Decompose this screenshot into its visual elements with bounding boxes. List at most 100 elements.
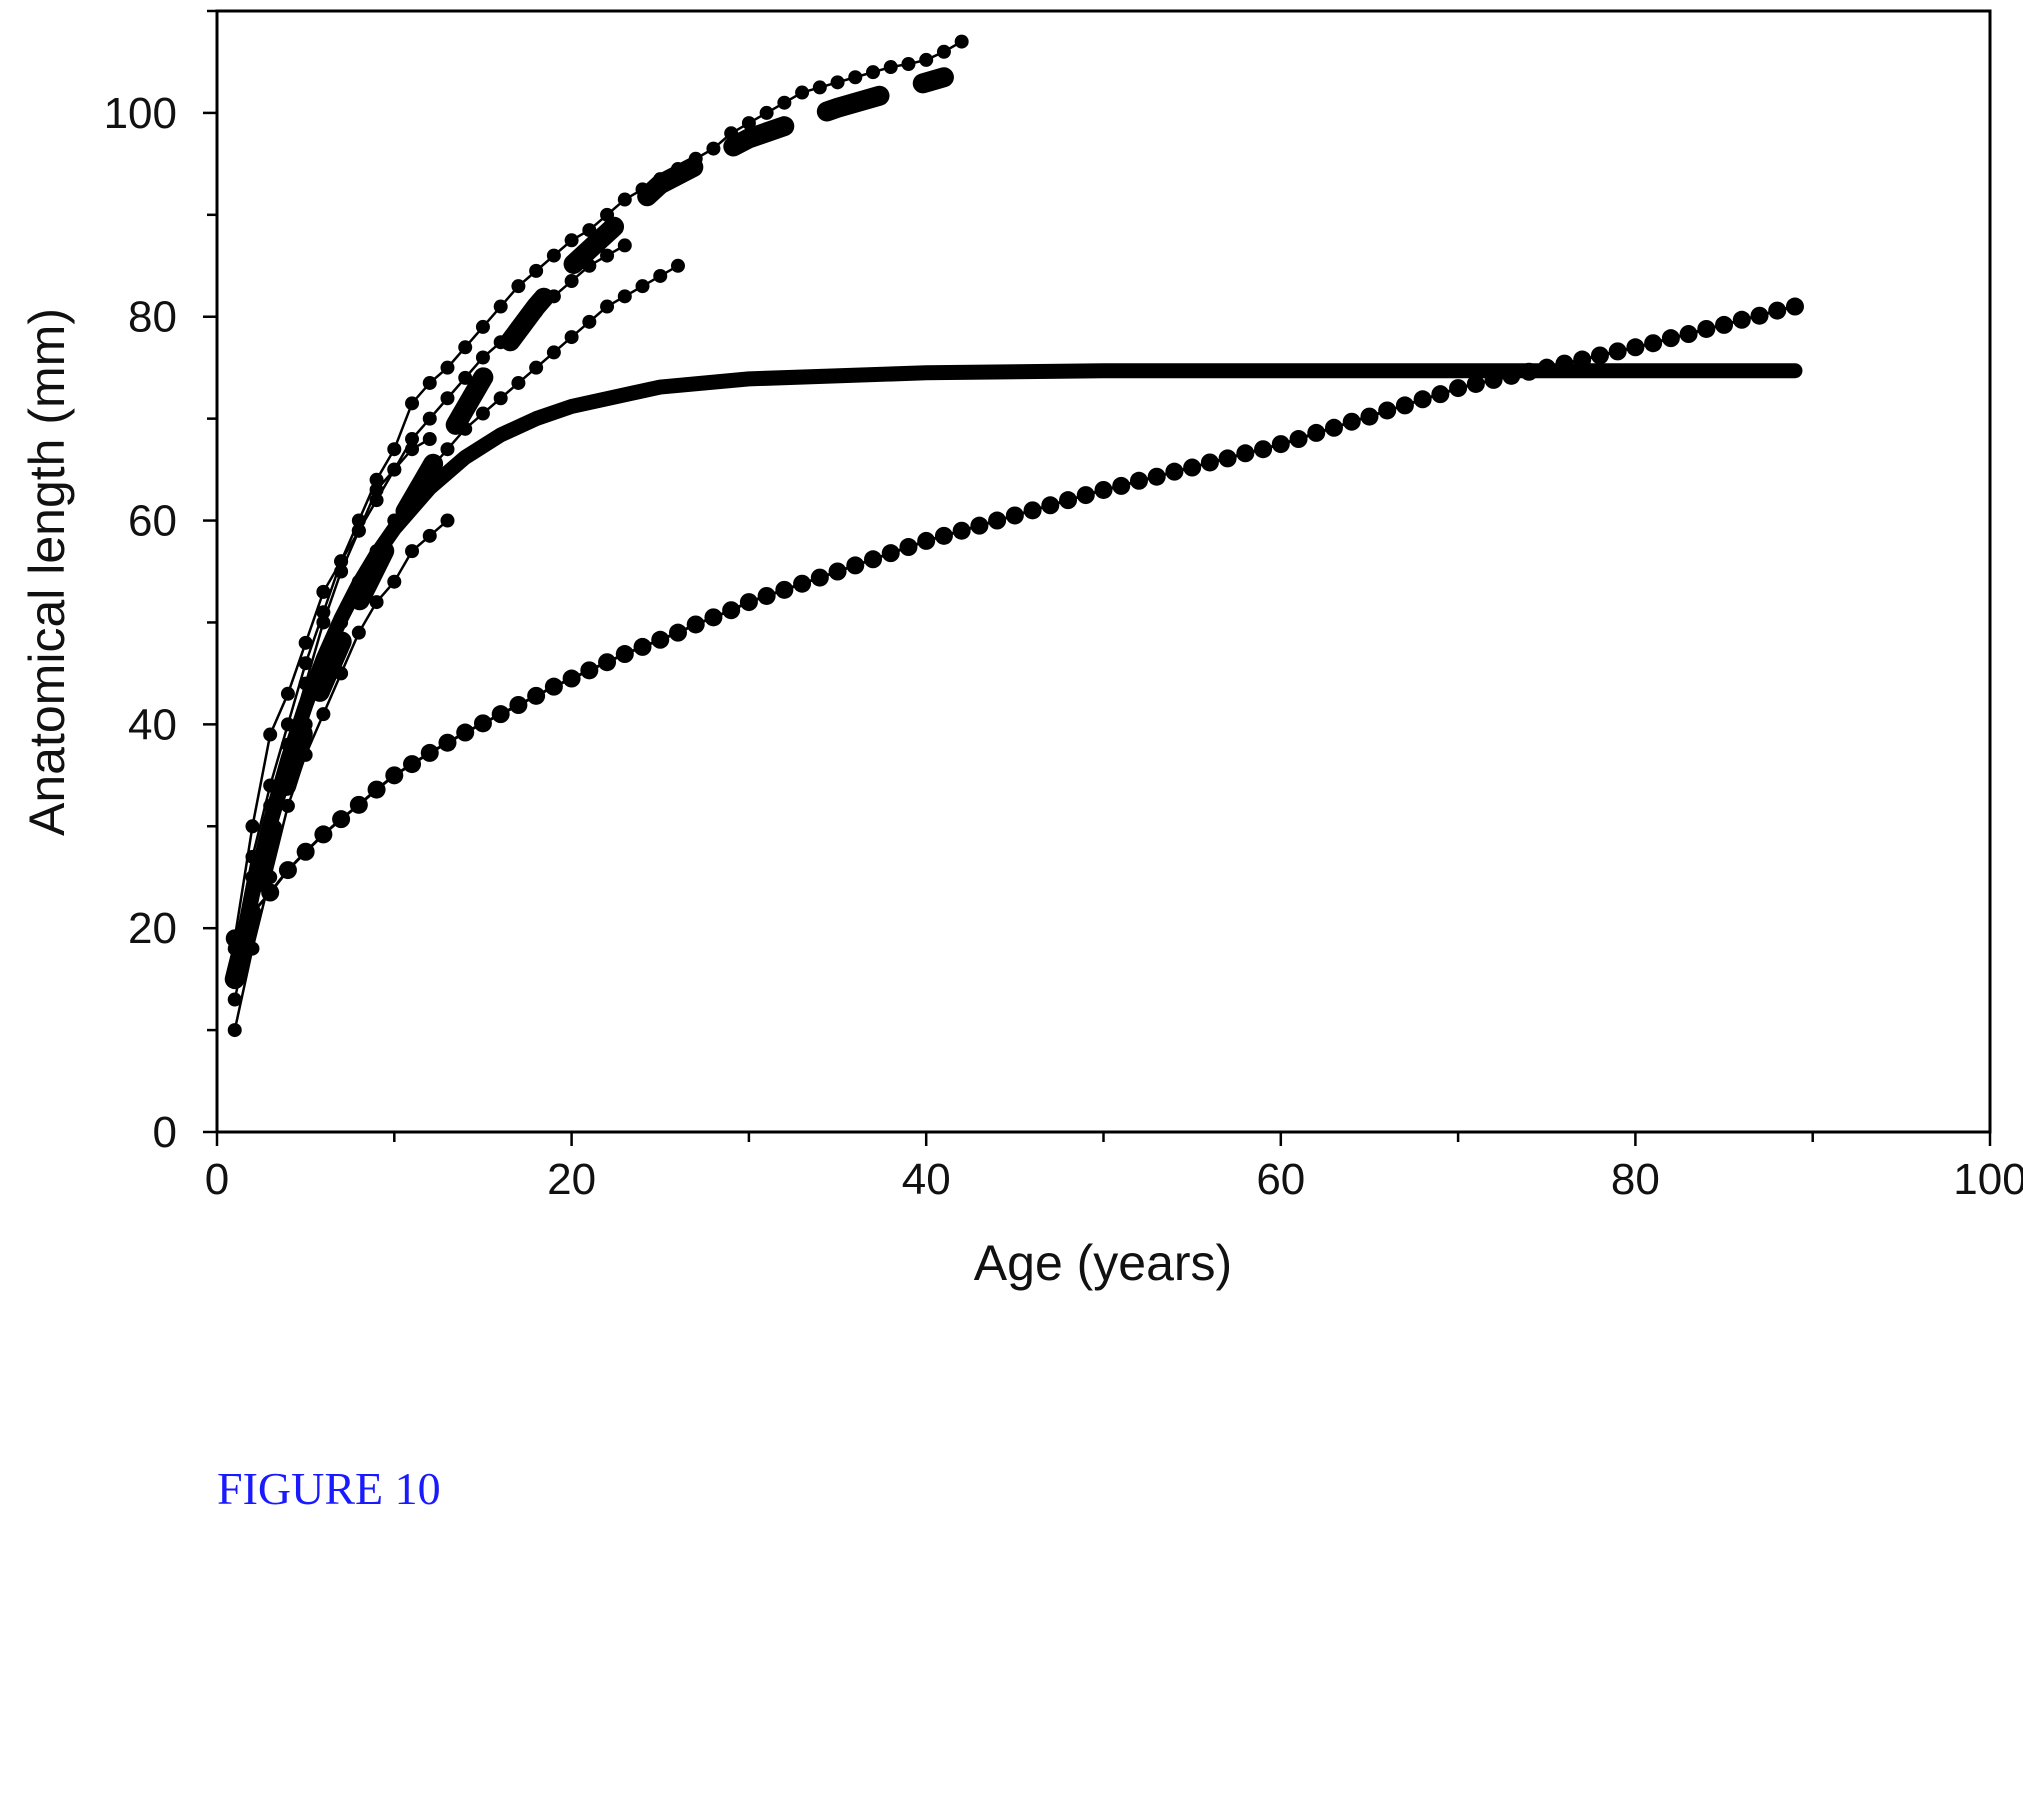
data-point	[298, 635, 313, 650]
data-point	[280, 686, 295, 701]
data-point	[934, 526, 953, 545]
series-line	[224, 67, 954, 990]
data-point	[1218, 449, 1237, 468]
data-point	[883, 60, 898, 75]
data-point	[225, 929, 244, 948]
data-point	[1200, 453, 1219, 472]
data-point	[475, 406, 490, 421]
data-point	[775, 580, 794, 599]
series-model-large-dots	[225, 297, 1804, 948]
data-point	[1590, 346, 1609, 365]
series-mean-dashed	[224, 67, 954, 990]
data-point	[1679, 325, 1698, 344]
data-point	[1094, 480, 1113, 499]
data-point	[1537, 358, 1556, 377]
data-point	[387, 574, 402, 589]
data-point	[1449, 379, 1468, 398]
data-point	[493, 299, 508, 314]
data-point	[280, 798, 295, 813]
data-point	[564, 330, 579, 345]
data-point	[864, 550, 883, 569]
data-point	[686, 615, 705, 634]
data-point	[1732, 310, 1751, 329]
series-model-solid	[227, 363, 1803, 988]
axes: 0 20 40 60 80 100 0 20 40 60 80 100	[104, 9, 2023, 1204]
data-point	[440, 360, 455, 375]
data-point	[899, 538, 918, 557]
data-point	[405, 396, 420, 411]
data-point	[651, 630, 670, 649]
data-point	[440, 391, 455, 406]
data-point	[440, 513, 455, 528]
data-point	[529, 360, 544, 375]
data-point	[458, 370, 473, 385]
data-point	[1466, 374, 1485, 393]
data-point	[741, 116, 756, 131]
data-point	[1183, 458, 1202, 477]
data-point	[1413, 390, 1432, 409]
data-point	[617, 238, 632, 253]
data-point	[367, 780, 386, 799]
data-point	[1715, 315, 1734, 334]
data-point	[793, 574, 812, 593]
data-point	[777, 95, 792, 110]
data-point	[544, 677, 563, 696]
data-point	[527, 686, 546, 705]
y-axis-title: Anatomical length (mm)	[19, 308, 75, 836]
figure-caption: FIGURE 10	[217, 1463, 441, 1514]
data-point	[1661, 329, 1680, 348]
data-point	[1768, 301, 1787, 320]
data-point	[1147, 467, 1166, 486]
data-point	[1750, 306, 1769, 325]
data-point	[422, 375, 437, 390]
data-point	[582, 314, 597, 329]
data-point	[491, 705, 510, 724]
data-point	[438, 733, 457, 752]
data-point	[757, 586, 776, 605]
data-point	[1271, 435, 1290, 454]
data-point	[830, 75, 845, 90]
data-point	[261, 883, 280, 902]
x-tick-label: 0	[205, 1155, 229, 1204]
data-point	[706, 141, 721, 156]
data-point	[403, 755, 422, 774]
data-point	[564, 274, 579, 289]
data-point	[795, 85, 810, 100]
data-point	[580, 661, 599, 680]
data-point	[263, 727, 278, 742]
data-point	[722, 601, 741, 620]
data-point	[351, 523, 366, 538]
data-point	[970, 516, 989, 535]
data-point	[387, 442, 402, 457]
data-point	[1431, 385, 1450, 404]
data-point	[917, 531, 936, 550]
data-point	[1697, 319, 1716, 338]
data-point	[866, 65, 881, 80]
plot-frame	[215, 9, 1992, 1134]
data-point	[617, 192, 632, 207]
data-point	[1608, 342, 1627, 361]
data-point	[633, 637, 652, 656]
data-point	[954, 34, 969, 49]
data-point	[546, 345, 561, 360]
x-tick-label: 100	[1953, 1155, 2023, 1204]
data-point	[511, 375, 526, 390]
data-point	[1129, 471, 1148, 490]
data-point	[316, 584, 331, 599]
series-line	[227, 363, 1803, 988]
data-point	[334, 554, 349, 569]
data-point	[475, 319, 490, 334]
data-point	[1626, 338, 1645, 357]
x-tick-label: 40	[902, 1155, 951, 1204]
data-point	[509, 696, 528, 715]
data-point	[440, 442, 455, 457]
data-point	[1520, 362, 1539, 381]
data-point	[564, 233, 579, 248]
data-point	[385, 766, 404, 785]
x-axis-title: Age (years)	[974, 1235, 1232, 1291]
data-point	[828, 562, 847, 581]
data-point	[617, 289, 632, 304]
series-individual-3	[227, 258, 685, 1007]
data-point	[635, 279, 650, 294]
